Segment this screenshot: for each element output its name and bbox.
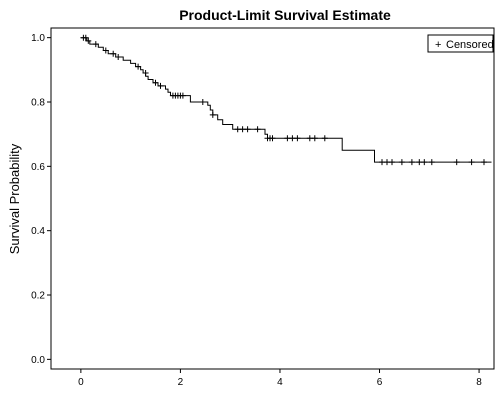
plot-frame: [50, 27, 495, 370]
censor-mark: [142, 70, 149, 76]
censor-mark: [321, 135, 328, 142]
y-tick-label: 0.8: [31, 97, 45, 108]
chart-title: Product-Limit Survival Estimate: [179, 7, 391, 23]
legend-label: Censored: [446, 39, 494, 51]
y-tick-label: 1.0: [31, 33, 45, 44]
censor-mark: [254, 126, 261, 133]
censor-mark: [115, 54, 122, 60]
censor-marks: [80, 34, 487, 166]
y-axis-label: Survival Probability: [7, 143, 22, 254]
censor-mark: [157, 82, 164, 89]
censor-mark: [152, 79, 159, 86]
censor-mark: [453, 159, 460, 166]
censor-mark: [135, 63, 142, 70]
x-tick-label: 2: [178, 377, 184, 388]
y-tick-label: 0.4: [31, 226, 45, 237]
x-tick-label: 4: [277, 377, 283, 388]
censor-mark: [179, 92, 186, 99]
censor-mark: [421, 159, 428, 166]
censor-mark: [110, 50, 117, 57]
censor-mark: [85, 37, 92, 44]
y-tick-label: 0.2: [31, 291, 45, 302]
survival-curve: [80, 37, 492, 163]
legend: + Censored: [427, 34, 494, 53]
legend-box: [427, 34, 494, 53]
censor-mark: [199, 99, 206, 105]
x-tick-label: 6: [377, 377, 383, 388]
y-tick-label: 0.0: [31, 355, 45, 366]
censor-mark: [481, 159, 487, 166]
censor-mark: [389, 159, 395, 166]
censor-mark: [102, 47, 109, 54]
censor-mark: [294, 135, 301, 142]
y-tick-label: 0.6: [31, 162, 45, 173]
censor-mark: [82, 34, 89, 41]
censor-mark: [311, 135, 318, 142]
censor-mark: [244, 126, 251, 133]
censor-mark: [428, 159, 435, 166]
censor-mark: [92, 41, 99, 48]
x-tick-label: 0: [78, 377, 84, 388]
censor-mark: [398, 159, 405, 166]
legend-symbol: +: [435, 39, 441, 51]
censor-mark: [408, 159, 415, 166]
censor-mark: [209, 111, 216, 118]
axis-ticks: 0.0 0.2 0.4 0.6 0.8 1.0 0 2 4 6 8: [31, 33, 482, 388]
censor-mark: [468, 159, 475, 166]
censor-mark: [269, 135, 276, 142]
x-tick-label: 8: [476, 377, 482, 388]
